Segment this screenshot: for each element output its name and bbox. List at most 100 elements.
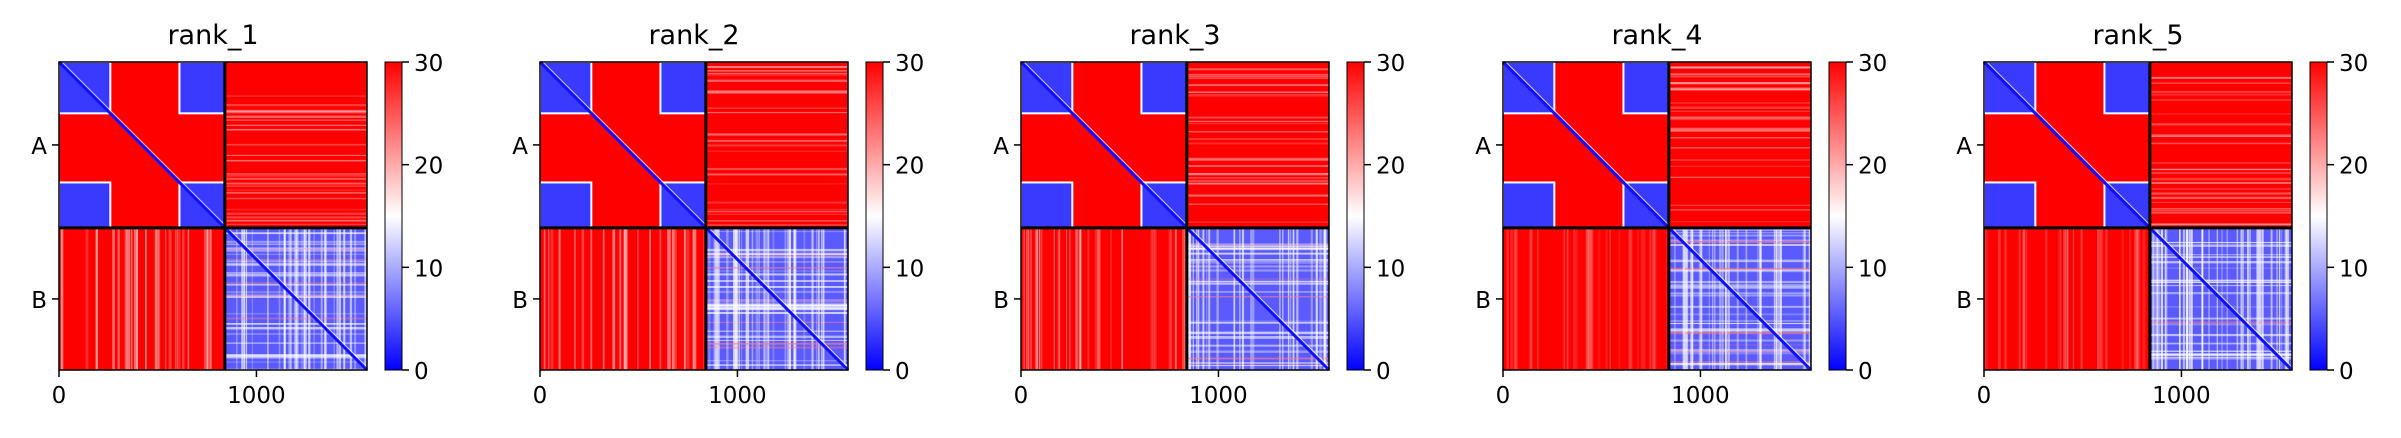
texture-stripe [1513,227,1517,370]
texture-line [1187,227,1190,370]
texture-stripe [1186,221,1329,223]
texture-line [289,227,292,370]
texture-line [746,227,750,370]
texture-stripe [182,227,185,370]
texture-line [705,346,848,349]
texture-stripe [669,227,672,370]
texture-stripe [1573,227,1576,370]
texture-line [2261,227,2264,370]
texture-line [1186,252,1329,255]
texture-stripe [1997,227,2001,370]
texture-stripe [675,227,677,370]
texture-line [224,356,367,359]
texture-stripe [2137,227,2141,370]
texture-line [2165,227,2168,370]
texture-stripe [1098,227,1101,370]
texture-stripe [2022,227,2025,370]
texture-stripe [224,119,367,121]
texture-line [2149,282,2292,284]
colorbar-tick-label: 20 [2339,154,2368,180]
texture-stripe [1038,227,1042,370]
texture-line [1668,232,1811,234]
texture-line [1682,227,1686,370]
plot-frame [1983,61,2293,371]
texture-stripe [1652,227,1656,370]
texture-stripe [1668,129,1811,132]
texture-stripe [2149,90,2292,93]
texture-stripe [1668,88,1811,91]
texture-stripe [1186,194,1329,197]
texture-line [1776,227,1779,370]
diagonal-line [1501,60,1813,372]
texture-stripe [1080,227,1082,370]
texture-line [1668,328,1811,331]
texture-line [236,227,238,370]
texture-line [1668,350,1811,353]
colorbar-tick-label: 10 [1376,256,1405,282]
texture-line [1668,269,1811,272]
plot-frame [1502,61,1812,371]
texture-line [1668,284,1811,287]
texture-line [1668,234,1811,237]
texture-line [1186,296,1329,298]
texture-line [1186,336,1329,339]
texture-stripe [705,140,848,143]
texture-stripe [1637,227,1639,370]
texture-stripe [1186,94,1329,97]
texture-stripe [209,227,212,370]
texture-line [705,342,848,345]
texture-line [1760,227,1762,370]
texture-line [1756,227,1759,370]
y-tick-label: B [1475,288,1491,314]
texture-stripe [2149,181,2292,184]
texture-stripe [705,80,848,83]
texture-line [738,227,741,370]
texture-stripe [176,227,179,370]
y-tick-label: A [1956,134,1972,160]
x-tick-label: 0 [1496,383,1511,409]
texture-stripe [2136,227,2139,370]
texture-line [1690,227,1693,370]
texture-line [2178,227,2181,370]
texture-line [224,326,367,329]
texture-stripe [659,227,662,370]
texture-line [705,273,848,276]
texture-stripe [2149,135,2292,138]
low-error-block [1502,181,1556,229]
texture-line [1668,281,1811,283]
texture-stripe [1057,227,1060,370]
texture-line [1186,265,1329,268]
texture-line [734,227,737,370]
texture-line [2284,227,2287,370]
texture-stripe [1038,227,1041,370]
texture-stripe [705,144,848,147]
texture-stripe [2149,162,2292,164]
diagonal-line [538,60,850,372]
texture-line [224,259,367,261]
y-tick-label: B [31,288,47,314]
texture-line [224,243,367,246]
texture-line [1186,269,1329,272]
texture-line [224,232,367,235]
texture-stripe [1590,227,1594,370]
texture-line [1281,227,1284,370]
colorbar-tick-label: 30 [1858,51,1887,77]
texture-stripe [705,111,848,114]
texture-line [1233,227,1236,370]
texture-stripe [1186,157,1329,160]
texture-stripe [1186,84,1329,87]
texture-line [2188,227,2192,370]
panel-title: rank_4 [1611,20,1702,51]
texture-line [2270,227,2273,370]
texture-line [2189,227,2191,370]
texture-line [1668,267,1811,270]
texture-line [320,227,323,370]
texture-stripe [1668,66,1811,69]
texture-line [714,227,717,370]
texture-line [765,227,769,370]
texture-line [1186,243,1329,245]
texture-stripe [688,227,690,370]
texture-stripe [95,227,98,370]
texture-stripe [619,227,622,370]
texture-stripe [1668,73,1811,76]
